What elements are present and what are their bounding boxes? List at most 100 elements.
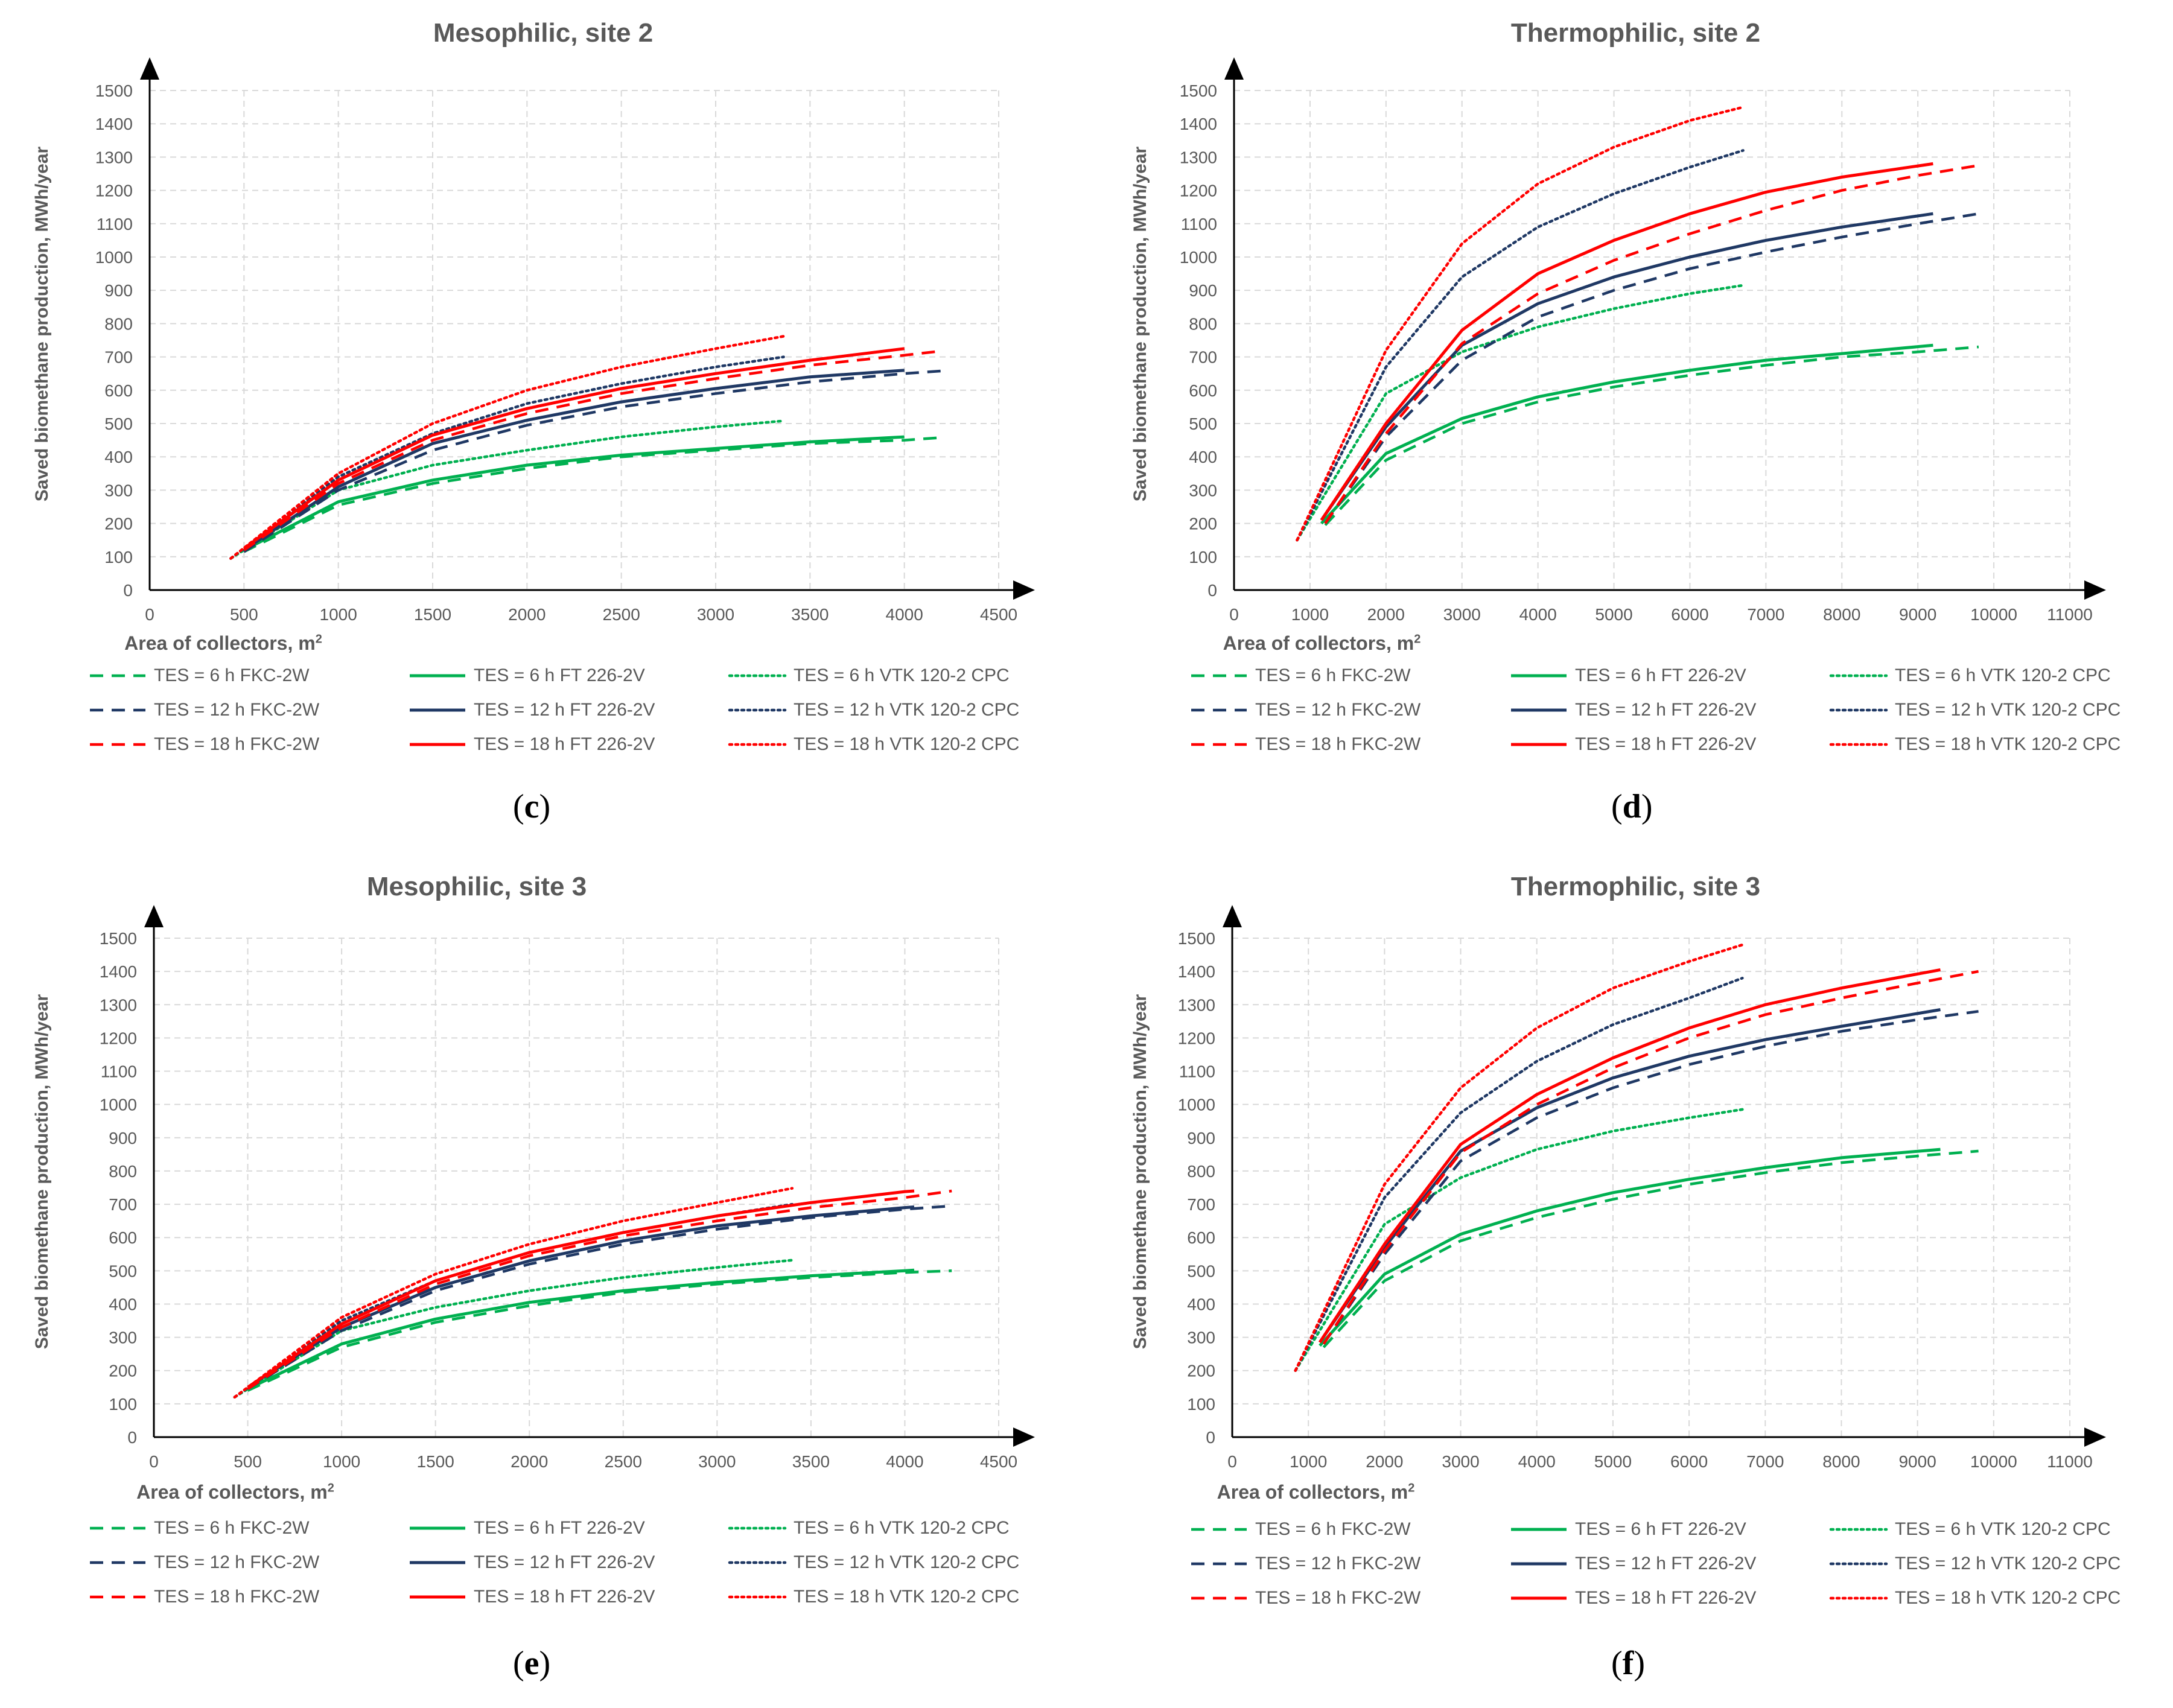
legend-item: TES = 18 h FKC-2W bbox=[87, 1585, 319, 1609]
series-line bbox=[233, 1259, 794, 1399]
legend-swatch bbox=[1191, 1596, 1247, 1600]
legend-swatch bbox=[1829, 743, 1888, 746]
y-tick-label: 700 bbox=[104, 348, 133, 367]
x-tick-label: 0 bbox=[149, 1452, 159, 1471]
panel-letter: e bbox=[524, 1645, 539, 1682]
x-axis-label: Area of collectors, m2 bbox=[0, 632, 766, 655]
y-tick-label: 600 bbox=[1189, 381, 1217, 400]
series-line bbox=[247, 1189, 952, 1390]
legend-label: TES = 18 h FT 226-2V bbox=[474, 734, 655, 754]
series-line bbox=[1296, 106, 1745, 542]
y-tick-label: 1100 bbox=[1179, 1062, 1215, 1081]
legend-item: TES = 12 h FKC-2W bbox=[87, 1551, 319, 1575]
y-tick-label: 900 bbox=[109, 1129, 137, 1148]
legend-item: TES = 6 h VTK 120-2 CPC bbox=[1828, 664, 2111, 688]
series-line bbox=[247, 1269, 952, 1392]
series-line bbox=[1294, 943, 1744, 1372]
legend-swatch bbox=[1511, 1596, 1567, 1600]
x-tick-label: 3000 bbox=[697, 605, 734, 624]
legend-label: TES = 12 h VTK 120-2 CPC bbox=[794, 1552, 1020, 1572]
x-tick-label: 0 bbox=[1229, 605, 1239, 624]
legend-label: TES = 6 h FT 226-2V bbox=[474, 665, 645, 685]
legend-swatch bbox=[1511, 1562, 1567, 1566]
legend-label: TES = 18 h VTK 120-2 CPC bbox=[1895, 1588, 2121, 1608]
x-tick-label: 9000 bbox=[1898, 1452, 1936, 1471]
chart-plot-d: 0 100 200 300 400 500 600 700 800 900 1000 1100 1200… bbox=[1180, 57, 2106, 624]
series-line bbox=[229, 335, 785, 560]
y-tick-label: 600 bbox=[1187, 1228, 1215, 1247]
legend-item: TES = 18 h VTK 120-2 CPC bbox=[727, 1585, 1019, 1609]
chart-panel-c: Mesophilic, site 2 0 100 200 300 400 500 600 70… bbox=[0, 0, 1086, 854]
x-tick-label: 8000 bbox=[1822, 1452, 1860, 1471]
chart-title: Mesophilic, site 2 bbox=[433, 18, 654, 48]
legend: TES = 6 h FKC-2W TES = 6 h FT 226-2V TES =… bbox=[1189, 664, 2172, 772]
x-tick-label: 9000 bbox=[1899, 605, 1936, 624]
y-tick-label: 1500 bbox=[1178, 929, 1215, 948]
legend-swatch bbox=[1829, 1562, 1888, 1566]
legend-swatch bbox=[1511, 1528, 1567, 1531]
panel-label: (d) bbox=[1611, 788, 1653, 825]
legend-label: TES = 6 h FT 226-2V bbox=[1575, 665, 1746, 685]
legend-label: TES = 12 h FKC-2W bbox=[1255, 700, 1421, 720]
legend-item: TES = 18 h FT 226-2V bbox=[1509, 1586, 1756, 1610]
y-tick-label: 1300 bbox=[1180, 148, 1217, 167]
x-tick-label: 3500 bbox=[792, 1452, 830, 1471]
y-tick-label: 900 bbox=[1189, 281, 1217, 300]
legend-swatch bbox=[410, 1561, 465, 1564]
legend-label: TES = 12 h FT 226-2V bbox=[1575, 1554, 1757, 1573]
y-tick-label: 500 bbox=[1189, 414, 1217, 433]
legend-item: TES = 6 h FKC-2W bbox=[87, 1516, 310, 1540]
y-tick-label: 800 bbox=[1189, 314, 1217, 333]
legend-item: TES = 6 h FT 226-2V bbox=[407, 1516, 645, 1540]
legend-swatch bbox=[90, 743, 145, 746]
legend-label: TES = 6 h FKC-2W bbox=[154, 665, 310, 685]
legend-item: TES = 18 h FT 226-2V bbox=[407, 732, 655, 757]
y-tick-label: 200 bbox=[1187, 1362, 1215, 1380]
y-tick-label: 0 bbox=[1207, 581, 1217, 600]
legend-item: TES = 12 h VTK 120-2 CPC bbox=[727, 1551, 1019, 1575]
x-axis-label: Area of collectors, m2 bbox=[0, 1481, 778, 1503]
x-axis-label-sup: 2 bbox=[1408, 1481, 1415, 1495]
legend-label: TES = 6 h VTK 120-2 CPC bbox=[1895, 665, 2111, 685]
legend-label: TES = 6 h VTK 120-2 CPC bbox=[794, 1518, 1010, 1538]
x-tick-label: 1000 bbox=[1290, 1452, 1327, 1471]
chart-plot-c: 0 100 200 300 400 500 600 700 800 900 1000 1100 1200… bbox=[95, 57, 1035, 624]
legend-swatch bbox=[1829, 1596, 1888, 1600]
legend-item: TES = 18 h VTK 120-2 CPC bbox=[727, 732, 1019, 757]
y-tick-label: 1500 bbox=[95, 81, 133, 100]
y-tick-label: 1200 bbox=[1178, 1029, 1215, 1047]
y-axis-label: Saved biomethane production, MWh/year bbox=[32, 146, 52, 502]
y-axis-arrow bbox=[1224, 57, 1244, 80]
y-tick-label: 600 bbox=[109, 1228, 137, 1247]
legend-swatch bbox=[1829, 708, 1888, 712]
x-tick-label: 10000 bbox=[1970, 1452, 2017, 1471]
legend-label: TES = 12 h FKC-2W bbox=[154, 1552, 320, 1572]
x-tick-label: 1500 bbox=[414, 605, 451, 624]
legend-swatch bbox=[90, 1561, 145, 1564]
y-tick-label: 1500 bbox=[1180, 81, 1217, 100]
y-tick-label: 1200 bbox=[100, 1029, 137, 1047]
legend-item: TES = 6 h FKC-2W bbox=[1189, 1517, 1411, 1541]
legend: TES = 6 h FKC-2W TES = 6 h FT 226-2V TES =… bbox=[87, 1516, 1083, 1625]
y-tick-label: 200 bbox=[104, 515, 133, 533]
x-axis-label: Area of collectors, m2 bbox=[784, 632, 1859, 655]
y-tick-label: 300 bbox=[1187, 1329, 1215, 1347]
series-line bbox=[1324, 212, 1979, 524]
legend-swatch bbox=[1511, 743, 1567, 746]
x-axis-label-sup: 2 bbox=[1414, 632, 1421, 646]
legend: TES = 6 h FKC-2W TES = 6 h FT 226-2V TES =… bbox=[87, 664, 1083, 772]
legend-label: TES = 18 h VTK 120-2 CPC bbox=[794, 734, 1020, 754]
x-tick-label: 2000 bbox=[1366, 1452, 1403, 1471]
series-line bbox=[247, 1205, 915, 1389]
series-line bbox=[1320, 212, 1933, 521]
x-axis-arrow bbox=[2084, 580, 2106, 600]
y-tick-label: 300 bbox=[104, 481, 133, 500]
legend-item: TES = 6 h FKC-2W bbox=[1189, 664, 1411, 688]
series-line bbox=[1319, 968, 1941, 1344]
x-tick-label: 2500 bbox=[605, 1452, 642, 1471]
x-tick-label: 10000 bbox=[1970, 605, 2017, 624]
panel-letter: f bbox=[1622, 1645, 1634, 1682]
y-tick-label: 1400 bbox=[1180, 115, 1217, 133]
legend-swatch bbox=[728, 674, 787, 678]
panel-letter: c bbox=[524, 788, 539, 825]
